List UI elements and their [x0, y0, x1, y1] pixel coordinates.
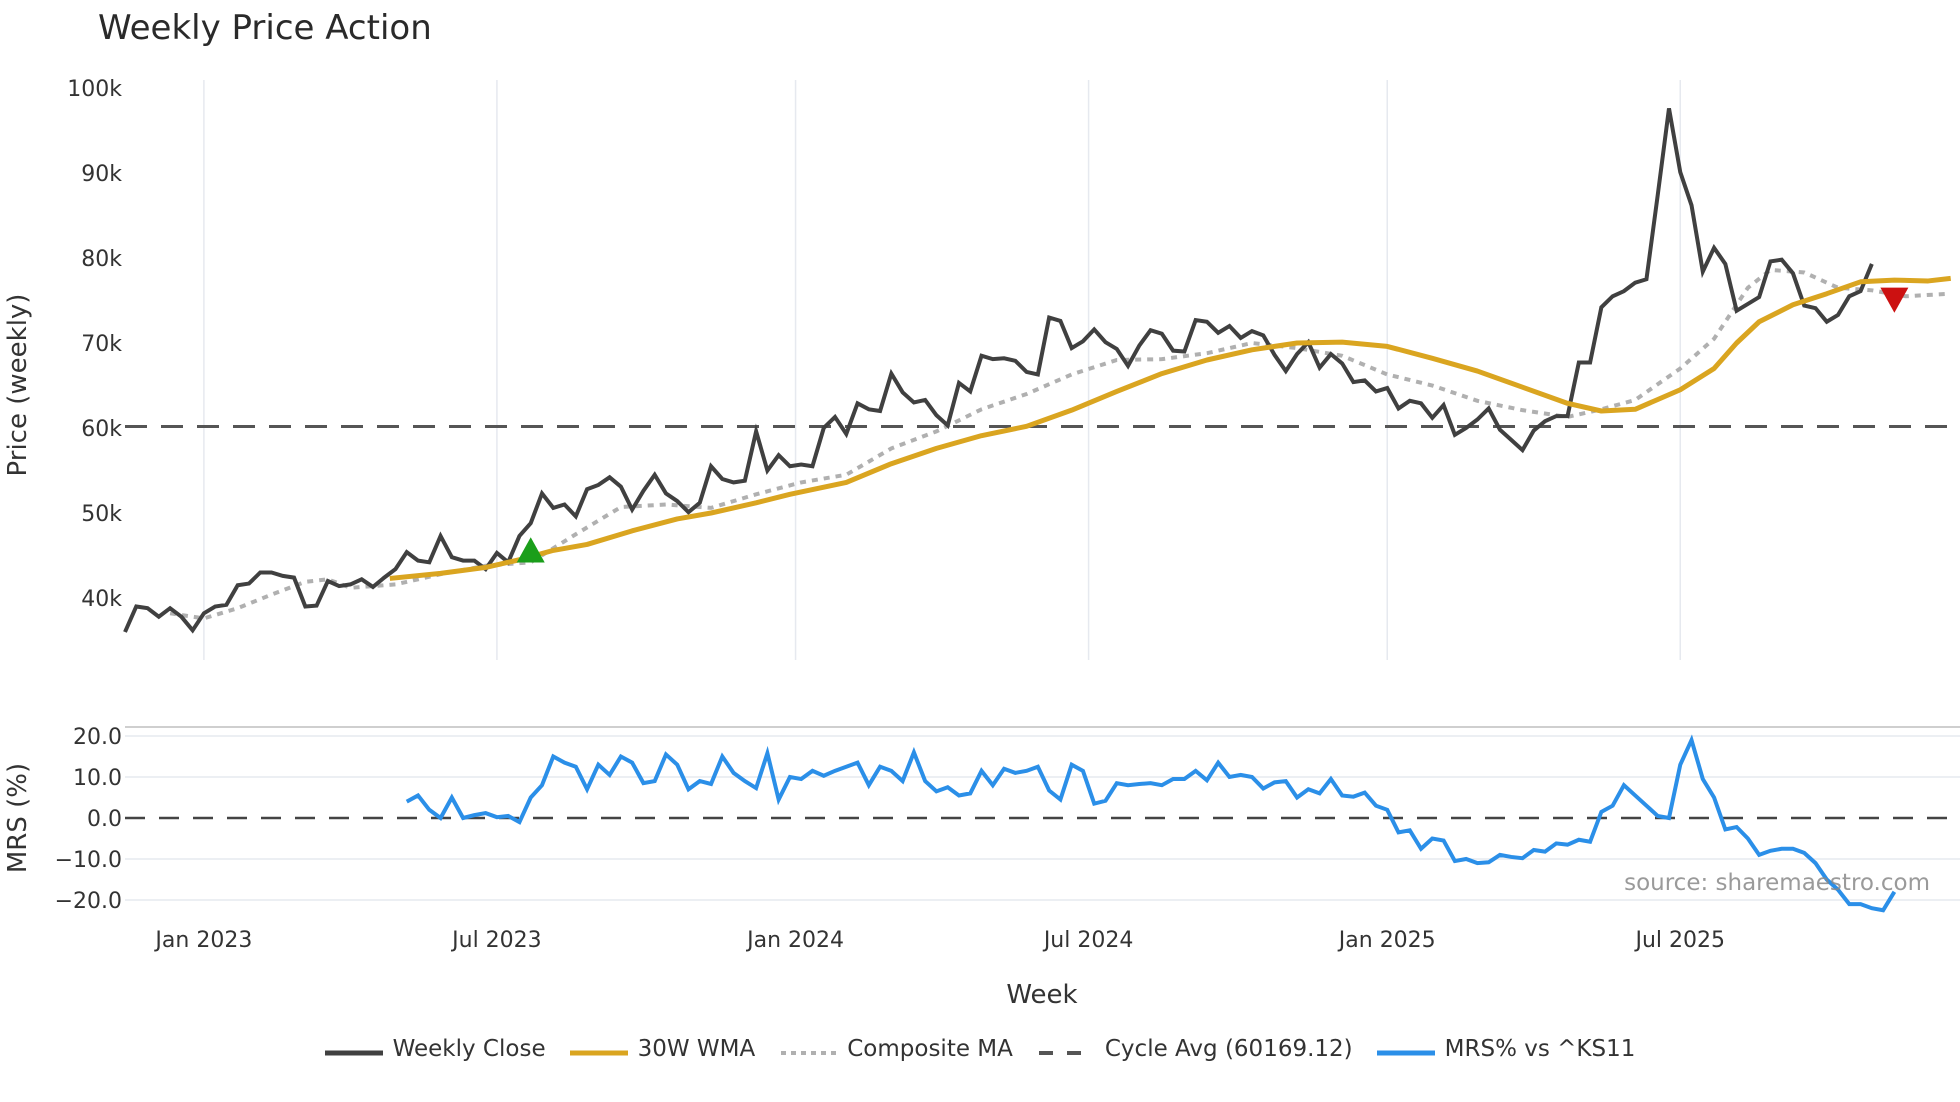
y-tick-label: 40k	[81, 587, 122, 612]
mrs-y-tick-label: 10.0	[73, 766, 122, 791]
x-tick-label: Jan 2025	[1337, 928, 1436, 953]
legend-label: 30W WMA	[637, 1036, 756, 1062]
mrs-y-axis-ticks: −20.0 −10.0 0.0 10.0 20.0	[55, 725, 122, 914]
legend-swatch-solid-blue	[1376, 1041, 1435, 1057]
mrs-y-tick-label: 20.0	[73, 725, 122, 750]
chart-title: Weekly Price Action	[98, 8, 432, 48]
weekly-close-line	[123, 108, 1874, 634]
x-tick-label: Jul 2024	[1042, 928, 1134, 953]
x-tick-label: Jul 2023	[450, 928, 542, 953]
legend-label: Cycle Avg (60169.12)	[1104, 1036, 1353, 1062]
signal-markers	[516, 287, 1909, 563]
legend: Weekly Close 30W WMA Composite MA Cycle …	[0, 1036, 1960, 1062]
mrs-y-tick-label: −10.0	[55, 848, 122, 873]
legend-swatch-solid-gold	[569, 1041, 628, 1057]
legend-item-30w-wma[interactable]: 30W WMA	[569, 1036, 756, 1062]
legend-item-composite-ma[interactable]: Composite MA	[779, 1036, 1013, 1062]
wma-30w-line	[389, 275, 1952, 581]
mrs-line	[405, 734, 1897, 913]
mrs-panel-lines	[405, 734, 1897, 913]
x-axis-label: Week	[1006, 980, 1077, 1010]
price-y-axis-ticks: 40k 50k 60k 70k 80k 90k 100k	[67, 77, 122, 612]
y-tick-label: 70k	[81, 332, 122, 357]
y-tick-label: 60k	[81, 417, 122, 442]
y-tick-label: 50k	[81, 502, 122, 527]
legend-swatch-solid-dark	[324, 1041, 383, 1057]
sell-signal-triangle-icon	[1880, 287, 1909, 313]
legend-item-cycle-avg[interactable]: Cycle Avg (60169.12)	[1037, 1036, 1353, 1062]
legend-swatch-dotted-gray	[779, 1041, 838, 1057]
x-axis-ticks: Jan 2023 Jul 2023 Jan 2024 Jul 2024 Jan 2025…	[153, 928, 1725, 953]
y-tick-label: 100k	[67, 77, 122, 102]
legend-item-mrs[interactable]: MRS% vs ^KS11	[1376, 1036, 1636, 1062]
x-tick-label: Jan 2023	[153, 928, 252, 953]
chart-canvas: 40k 50k 60k 70k 80k 90k 100k −20.0 −10.0 0.0 10.0…	[3, 77, 1960, 1010]
y-tick-label: 90k	[81, 162, 122, 187]
mrs-y-axis-label: MRS (%)	[3, 763, 33, 873]
mrs-y-tick-label: 0.0	[87, 807, 122, 832]
legend-swatch-dashed-gray	[1037, 1041, 1095, 1057]
legend-label: MRS% vs ^KS11	[1444, 1036, 1636, 1062]
y-tick-label: 80k	[81, 247, 122, 272]
legend-item-weekly-close[interactable]: Weekly Close	[324, 1036, 546, 1062]
source-watermark: source: sharemaestro.com	[1624, 870, 1930, 896]
buy-signal-triangle-icon	[516, 537, 545, 563]
x-tick-label: Jan 2024	[745, 928, 844, 953]
x-tick-label: Jul 2025	[1633, 928, 1725, 953]
price-y-axis-label: Price (weekly)	[3, 294, 33, 477]
price-panel-lines	[123, 108, 1960, 634]
legend-label: Composite MA	[847, 1036, 1013, 1062]
legend-label: Weekly Close	[392, 1036, 546, 1062]
mrs-y-tick-label: −20.0	[55, 889, 122, 914]
